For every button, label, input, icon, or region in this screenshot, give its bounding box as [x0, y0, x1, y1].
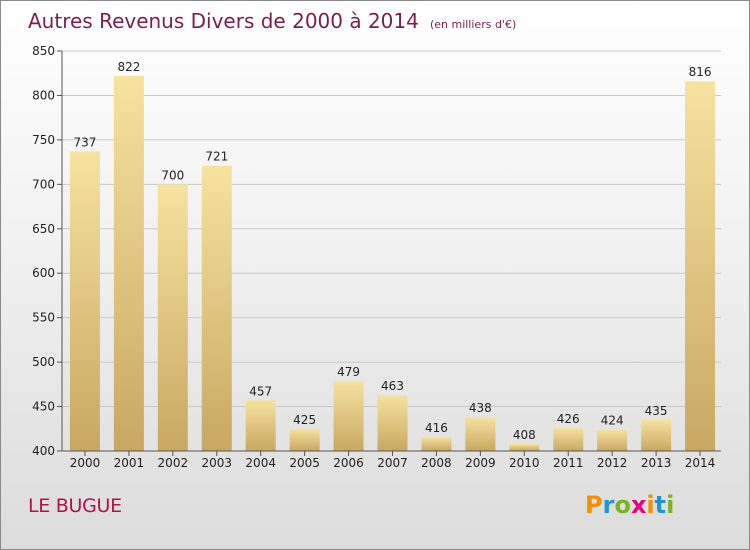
logo-letter: x	[630, 491, 647, 519]
value-label-2005: 425	[293, 413, 316, 427]
bar-2010	[509, 443, 540, 451]
bar-2006	[333, 380, 364, 451]
y-tick-label: 500	[32, 355, 55, 369]
logo-letter: i	[666, 491, 675, 519]
bar-2005	[289, 428, 320, 451]
logo-letter: P	[585, 491, 603, 519]
bar-2003	[201, 165, 232, 451]
value-label-2002: 700	[161, 168, 184, 182]
x-tick-label-2002: 2002	[158, 456, 189, 470]
x-tick-label-2000: 2000	[70, 456, 101, 470]
value-label-2009: 438	[469, 401, 492, 415]
value-label-2004: 457	[249, 384, 272, 398]
x-tick-label-2009: 2009	[465, 456, 496, 470]
logo-letter: t	[654, 491, 667, 519]
bar-2001	[113, 75, 144, 451]
logo-letter: i	[646, 491, 655, 519]
x-tick-label-2006: 2006	[333, 456, 364, 470]
bar-2000	[69, 151, 100, 451]
value-label-2008: 416	[425, 421, 448, 435]
x-tick-label-2012: 2012	[597, 456, 628, 470]
logo-letter: o	[614, 491, 631, 519]
bar-2013	[641, 419, 672, 451]
y-tick-label: 450	[32, 400, 55, 414]
value-label-2006: 479	[337, 365, 360, 379]
bar-2002	[157, 184, 188, 452]
bar-2012	[597, 429, 628, 451]
y-tick-label: 550	[32, 311, 55, 325]
logo-letter: r	[602, 491, 615, 519]
x-tick-label-2014: 2014	[685, 456, 716, 470]
x-tick-label-2011: 2011	[553, 456, 584, 470]
bar-2007	[377, 395, 408, 451]
bars	[69, 75, 716, 452]
value-label-2010: 408	[513, 428, 536, 442]
x-tick-label-2001: 2001	[114, 456, 145, 470]
x-tick-label-2008: 2008	[421, 456, 452, 470]
value-label-2000: 737	[74, 135, 97, 149]
y-tick-label: 700	[32, 177, 55, 191]
title-text: Autres Revenus Divers de 2000 à 2014	[28, 9, 419, 33]
bar-2014	[685, 81, 716, 451]
value-label-2003: 721	[205, 150, 228, 164]
value-label-2001: 822	[117, 60, 140, 74]
y-tick-label: 600	[32, 266, 55, 280]
x-tick-label-2007: 2007	[377, 456, 408, 470]
bar-2011	[553, 427, 584, 451]
value-label-2014: 816	[689, 65, 712, 79]
x-tick-label-2013: 2013	[641, 456, 672, 470]
y-tick-label: 650	[32, 222, 55, 236]
chart-title: Autres Revenus Divers de 2000 à 2014 (en…	[28, 9, 516, 33]
unit-text: (en milliers d'€)	[429, 18, 517, 31]
x-tick-label-2004: 2004	[245, 456, 276, 470]
proxiti-logo[interactable]: Proxiti	[585, 491, 674, 519]
y-tick-label: 400	[32, 444, 55, 458]
x-tick-label-2003: 2003	[201, 456, 232, 470]
value-label-2013: 435	[645, 404, 668, 418]
axes	[57, 50, 721, 456]
x-tick-label-2005: 2005	[289, 456, 320, 470]
bar-2009	[465, 417, 496, 451]
bar-2008	[421, 436, 452, 451]
y-tick-label: 850	[32, 44, 55, 58]
bar-2004	[245, 400, 276, 451]
commune-name: LE BUGUE	[28, 495, 122, 517]
y-tick-label: 800	[32, 88, 55, 102]
value-label-2007: 463	[381, 379, 404, 393]
value-label-2012: 424	[601, 414, 624, 428]
value-label-2011: 426	[557, 412, 580, 426]
x-tick-label-2010: 2010	[509, 456, 540, 470]
y-tick-label: 750	[32, 133, 55, 147]
labels: 400 450 500 550 600 650 700 750 800 850 737 2000 822…	[32, 44, 715, 470]
